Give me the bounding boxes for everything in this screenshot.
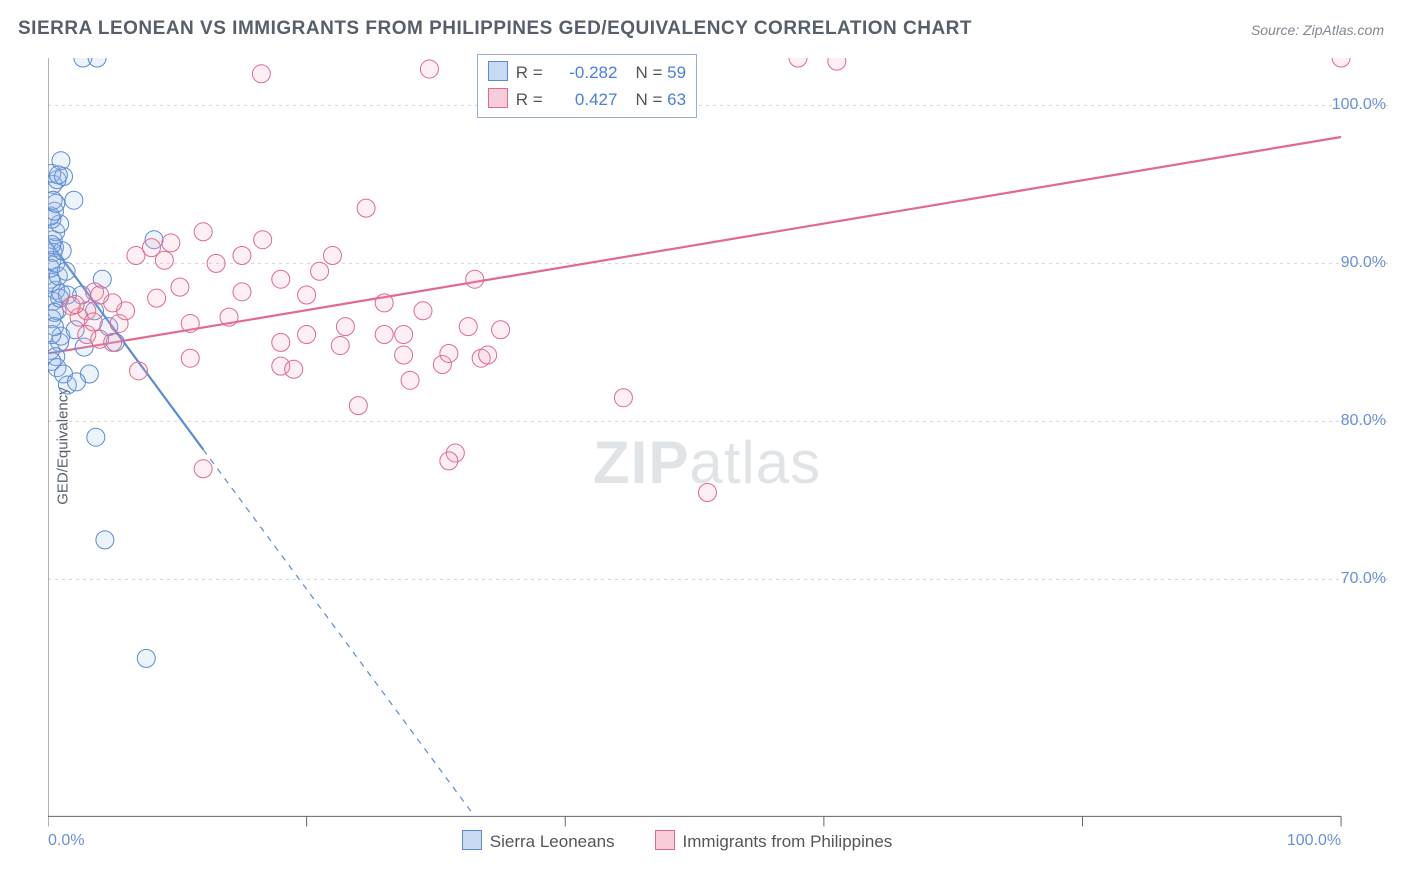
x-tick-label: 0.0% — [48, 832, 84, 850]
x-tick-label: 100.0% — [1287, 832, 1341, 850]
legend-series-item: Sierra Leoneans — [462, 832, 615, 851]
legend-r-label: R = — [516, 63, 548, 82]
legend-r-label: R = — [516, 90, 548, 109]
legend-n-label: N = — [635, 63, 667, 82]
legend-n-value: 59 — [667, 63, 686, 82]
source-attribution: Source: ZipAtlas.com — [1251, 22, 1384, 38]
legend-series-label: Immigrants from Philippines — [683, 832, 893, 851]
legend-series-item: Immigrants from Philippines — [655, 832, 893, 851]
legend-swatch — [488, 88, 508, 108]
legend-n-value: 63 — [667, 90, 686, 109]
chart-title: SIERRA LEONEAN VS IMMIGRANTS FROM PHILIP… — [18, 18, 972, 40]
correlation-legend: R = -0.282 N = 59 R = 0.427 N = 63 — [477, 54, 697, 118]
series-legend: Sierra Leoneans Immigrants from Philippin… — [462, 830, 933, 852]
legend-swatch — [462, 830, 482, 850]
legend-n-label: N = — [635, 90, 667, 109]
legend-swatch — [655, 830, 675, 850]
legend-series-label: Sierra Leoneans — [490, 832, 615, 851]
legend-r-value: -0.282 — [547, 59, 617, 86]
chart-plot-area: 70.0%80.0%90.0%100.0% 0.0%100.0% R = -0.… — [48, 58, 1388, 848]
legend-swatch — [488, 61, 508, 81]
x-tick-labels: 0.0% 100.0% — [48, 58, 1388, 848]
legend-stat-row: R = 0.427 N = 63 — [488, 86, 686, 113]
legend-stat-row: R = -0.282 N = 59 — [488, 59, 686, 86]
legend-r-value: 0.427 — [547, 86, 617, 113]
